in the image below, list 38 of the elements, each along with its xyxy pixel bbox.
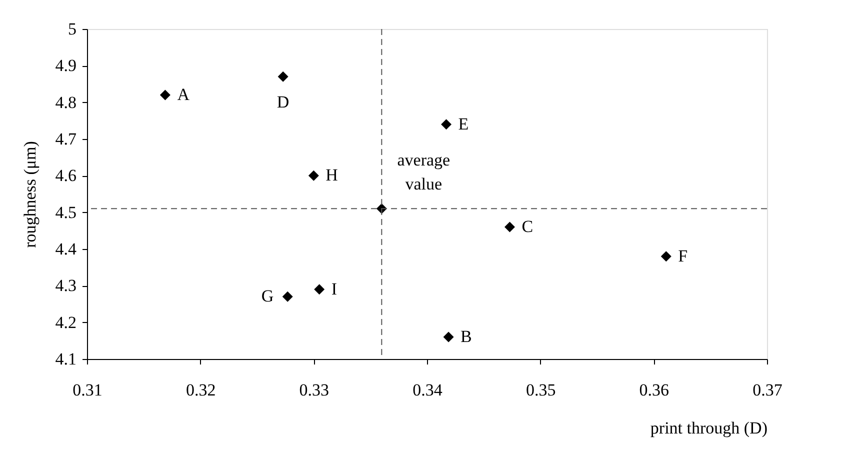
point — [308, 170, 319, 181]
y-tick-label: 5 — [68, 20, 76, 38]
annotation: G — [261, 286, 274, 306]
annotation: H — [326, 166, 338, 185]
annotation: E — [458, 114, 469, 134]
y-tick-label: 4.9 — [55, 56, 76, 76]
point — [282, 291, 293, 302]
y-tick-label: 4.5 — [55, 202, 76, 222]
annotation: A — [177, 85, 190, 104]
point — [314, 284, 325, 295]
annotation: average value — [397, 150, 450, 194]
y-tick-label: 4.2 — [55, 312, 76, 332]
y-axis-title: roughness (μm) — [20, 141, 40, 248]
annotation: C — [522, 217, 534, 236]
x-tick-label: 0.31 — [72, 380, 102, 400]
y-tick-label: 4.7 — [55, 130, 77, 148]
y-tick-label: 4.1 — [55, 350, 76, 368]
x-tick-label: 0.36 — [639, 380, 670, 400]
y-tick-label: 4.3 — [55, 276, 76, 296]
point — [441, 119, 452, 130]
x-tick-label: 0.33 — [299, 380, 330, 400]
annotation: F — [678, 246, 688, 266]
point — [160, 90, 170, 100]
annotation: I — [331, 279, 338, 298]
x-tick-label: 0.37 — [752, 380, 783, 400]
point — [660, 251, 672, 262]
point — [504, 222, 515, 232]
x-axis-title: print through (D) — [650, 418, 768, 438]
annotation: D — [276, 92, 290, 112]
x-tick-label: 0.32 — [186, 380, 216, 400]
annotation: B — [460, 327, 472, 346]
y-tick-label: 4.8 — [55, 92, 76, 112]
y-tick-label: 4.6 — [55, 166, 76, 186]
point — [278, 71, 288, 82]
y-tick-label: 4.4 — [55, 240, 77, 258]
point — [443, 332, 454, 342]
x-tick-label: 0.34 — [412, 380, 443, 400]
x-tick-label: 0.35 — [526, 380, 556, 400]
